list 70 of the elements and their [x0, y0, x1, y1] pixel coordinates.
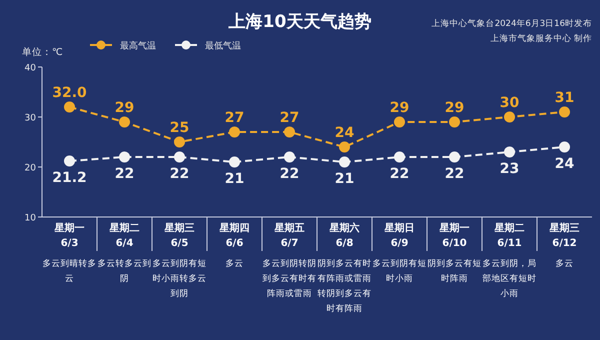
x-tick-label: 星期四 6/6 — [218, 222, 250, 249]
text: 多云到阴有短时小雨 — [372, 258, 426, 284]
point — [394, 152, 405, 162]
point — [559, 106, 570, 118]
point — [229, 156, 240, 168]
data-label: 22 — [170, 166, 190, 182]
point — [119, 116, 130, 128]
x-tick-label: 星期三 6/12 — [548, 222, 580, 249]
legend-label: 最高气温 — [120, 40, 156, 52]
data-label: 25 — [170, 120, 190, 136]
point — [504, 112, 515, 122]
data-label: 22 — [280, 166, 300, 182]
data-label: 29 — [114, 100, 134, 116]
x-tick-label: 星期二 6/4 — [108, 222, 140, 249]
data-label: 29 — [390, 100, 410, 116]
data-label: 23 — [500, 161, 520, 177]
text: 多云到晴转多云 — [42, 258, 96, 284]
data-label: 30 — [500, 95, 520, 111]
text: 上海市气象服务中心 制作 — [490, 33, 592, 44]
point — [229, 126, 240, 138]
point — [284, 152, 295, 162]
text: 多云到阴有短时小雨转多云到阴 — [152, 258, 206, 299]
point — [449, 152, 460, 162]
text: 多云到阴转阴到多云有时有阵雨或雷雨 — [262, 258, 316, 299]
text: 多云 — [226, 258, 244, 269]
data-label: 27 — [280, 110, 300, 126]
point — [394, 116, 405, 128]
y-axis-title: 单位：℃ — [22, 46, 63, 58]
point — [449, 116, 460, 128]
data-label: 22 — [114, 166, 134, 182]
text: 多云转多云到阴 — [98, 258, 152, 284]
point — [64, 156, 75, 166]
text: 多云到阴，局部地区有短时小雨 — [482, 258, 536, 299]
y-tick-label: 20 — [24, 164, 36, 174]
point — [174, 152, 185, 162]
data-label: 22 — [444, 166, 464, 182]
data-label: 21.2 — [52, 170, 87, 186]
x-tick-label: 星期五 6/7 — [274, 222, 304, 249]
point — [174, 136, 185, 148]
legend-label: 最低气温 — [205, 40, 241, 52]
x-tick-label: 星期一 6/10 — [438, 222, 470, 249]
y-tick-label: 40 — [24, 64, 36, 74]
data-label: 21 — [224, 171, 244, 187]
text: 阴到多云有短时阵雨 — [428, 258, 482, 284]
text: 多云 — [556, 258, 574, 269]
data-label: 21 — [334, 171, 354, 187]
point — [559, 142, 570, 152]
point — [339, 142, 350, 152]
text: 阴到多云有时有阵雨或雷雨转阴到多云有时有阵雨 — [318, 258, 372, 314]
x-tick-label: 星期三 6/5 — [164, 222, 194, 249]
data-label: 27 — [224, 110, 244, 126]
point — [64, 102, 75, 112]
point — [119, 152, 130, 162]
chart-title: 上海10天天气趋势 — [228, 12, 372, 32]
data-label: 32.0 — [52, 85, 88, 101]
y-tick-label: 10 — [24, 214, 36, 224]
point — [504, 146, 515, 158]
data-label: 24 — [554, 156, 574, 172]
x-tick-label: 星期一 6/3 — [54, 222, 84, 249]
x-tick-label: 星期六 6/8 — [328, 222, 360, 249]
x-tick-label: 星期二 6/11 — [494, 222, 524, 249]
x-tick-label: 星期日 6/9 — [384, 222, 414, 249]
point — [284, 126, 295, 138]
data-label: 22 — [390, 166, 410, 182]
y-tick-label: 30 — [24, 114, 36, 124]
text: 上海中心气象台2024年6月3日16时发布 — [432, 18, 592, 29]
point — [339, 156, 350, 168]
data-label: 29 — [444, 100, 464, 116]
data-label: 24 — [334, 125, 354, 141]
data-label: 31 — [554, 90, 574, 106]
